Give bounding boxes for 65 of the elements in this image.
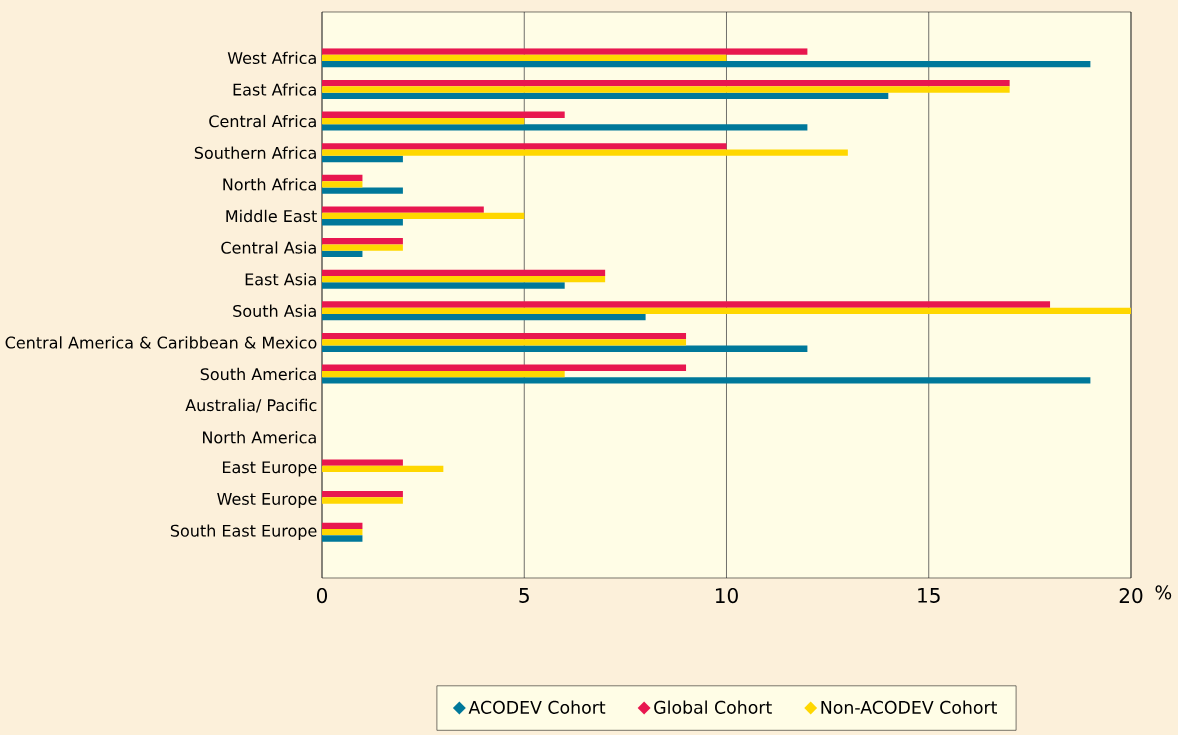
bar (322, 276, 606, 283)
bar (322, 117, 525, 125)
bar (322, 54, 727, 62)
y-tick-label: West Europe (217, 493, 317, 509)
y-tick-label: Central America & Caribbean & Mexico (5, 336, 317, 349)
bar (322, 48, 808, 55)
bar (322, 269, 606, 277)
y-tick-label: East Europe (222, 461, 317, 477)
y-tick-label: Australia/ Pacific (185, 398, 317, 413)
bar (322, 111, 565, 118)
bar (322, 244, 403, 251)
legend-label: Global Cohort (654, 700, 772, 714)
legend-label: ACODEV Cohort (468, 700, 606, 714)
bar (322, 332, 687, 340)
bar (322, 79, 1010, 87)
bar (322, 212, 525, 220)
bar (322, 219, 403, 226)
bar (322, 238, 403, 245)
bar (322, 187, 403, 194)
y-tick-label: Middle East (226, 209, 317, 223)
y-tick-label: Central Africa (209, 114, 316, 128)
x-tick-label: 5 (519, 588, 529, 603)
y-tick-label: South Asia (233, 304, 316, 317)
bar (322, 174, 363, 182)
bar (322, 307, 1131, 314)
y-tick-label: East Africa (233, 83, 316, 96)
x-tick-label: 20 (1119, 588, 1143, 604)
bar (322, 497, 403, 504)
x-axis-title: % (1155, 585, 1172, 600)
y-tick-label: Southern Africa (194, 146, 316, 159)
x-tick-label: 0 (316, 588, 328, 604)
x-tick-label: 10 (715, 588, 738, 604)
bar (322, 301, 1051, 308)
bar (322, 370, 565, 378)
y-tick-label: West Africa (227, 51, 316, 65)
y-tick-label: East Asia (245, 273, 316, 286)
bar (322, 206, 484, 213)
bar (322, 339, 687, 346)
bar (322, 282, 565, 289)
y-tick-label: South East Europe (170, 524, 317, 540)
y-tick-label: Central Asia (221, 241, 316, 254)
bar (322, 459, 403, 466)
legend-label: Non-ACODEV Cohort (821, 700, 997, 714)
bar (322, 155, 403, 163)
bar (322, 250, 363, 258)
bar (322, 364, 687, 371)
bar (322, 465, 444, 473)
bar (322, 86, 1010, 93)
bar (322, 377, 1091, 384)
y-tick-label: North Africa (223, 178, 316, 191)
bar (322, 149, 848, 156)
bar (322, 313, 646, 321)
bar (322, 181, 363, 188)
bar (322, 535, 363, 542)
x-tick-label: 15 (918, 588, 940, 603)
y-tick-label: South America (200, 367, 316, 381)
bar (322, 528, 363, 536)
bar (322, 143, 727, 150)
bar (322, 92, 889, 99)
bar (322, 491, 403, 498)
bar (322, 522, 363, 529)
bar (322, 124, 808, 131)
y-tick-label: North America (203, 431, 316, 444)
bar (322, 345, 808, 352)
bar (322, 61, 1091, 68)
